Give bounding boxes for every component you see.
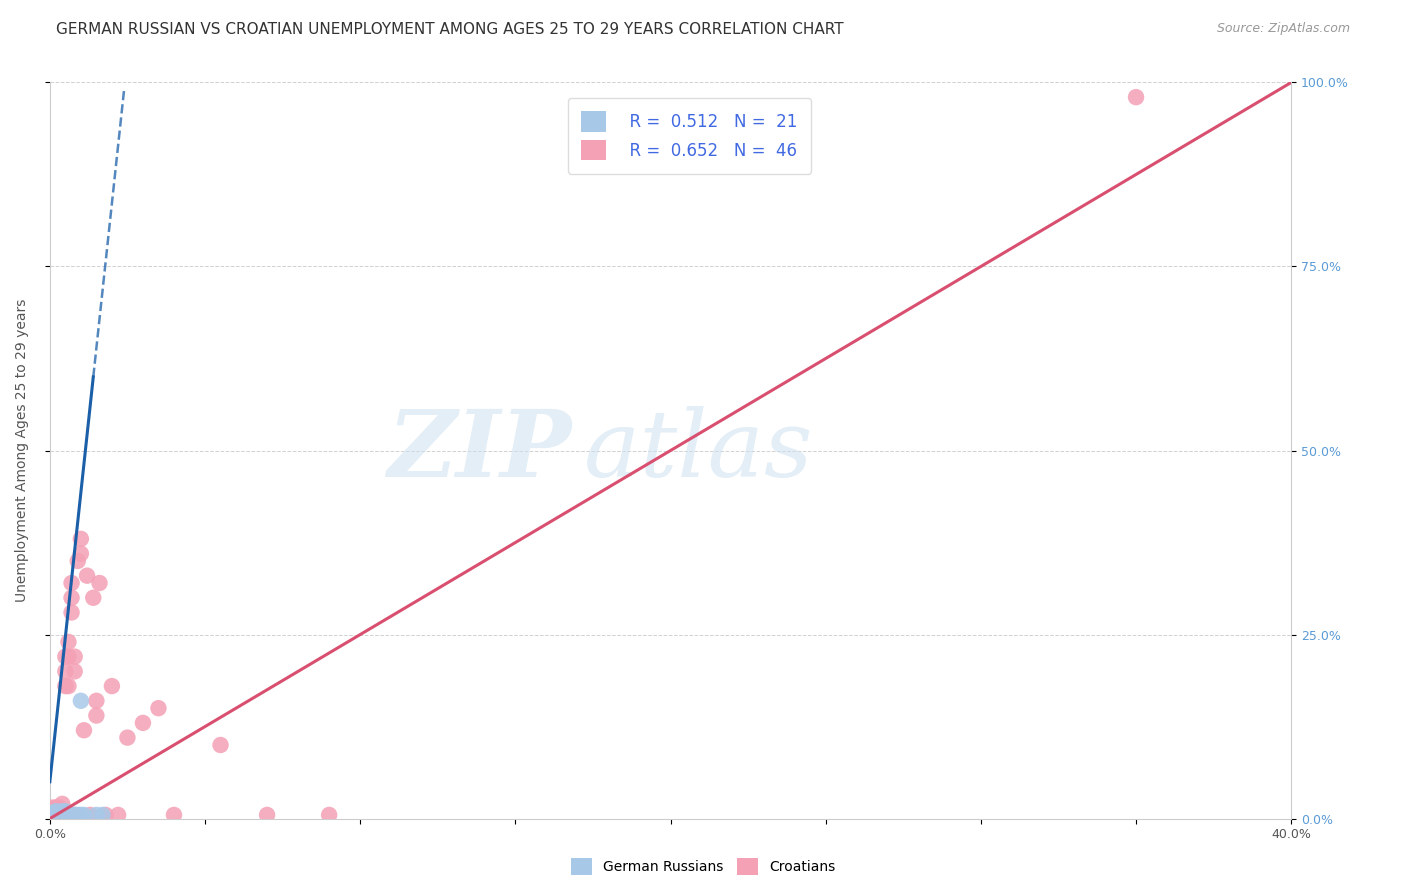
- Point: [58, 808, 80, 822]
- Point: [73, 808, 96, 822]
- Point: [42, 800, 65, 814]
- Point: [60, 576, 83, 591]
- Point: [48, 808, 70, 822]
- Point: [209, 738, 232, 752]
- Point: [53, 679, 76, 693]
- Point: [66, 808, 89, 822]
- Point: [89, 576, 111, 591]
- Point: [45, 800, 67, 814]
- Point: [1125, 90, 1147, 104]
- Point: [163, 808, 186, 822]
- Point: [117, 731, 139, 745]
- Point: [94, 808, 117, 822]
- Point: [318, 808, 340, 822]
- Point: [76, 568, 98, 582]
- Point: [53, 665, 76, 679]
- Point: [53, 808, 76, 822]
- Point: [42, 808, 65, 822]
- Y-axis label: Unemployment Among Ages 25 to 29 years: Unemployment Among Ages 25 to 29 years: [15, 299, 30, 602]
- Point: [86, 694, 108, 708]
- Text: GERMAN RUSSIAN VS CROATIAN UNEMPLOYMENT AMONG AGES 25 TO 29 YEARS CORRELATION CH: GERMAN RUSSIAN VS CROATIAN UNEMPLOYMENT …: [56, 22, 844, 37]
- Point: [148, 701, 170, 715]
- Point: [41, 808, 63, 822]
- Point: [48, 804, 70, 818]
- Point: [45, 808, 67, 822]
- Point: [86, 708, 108, 723]
- Point: [256, 808, 278, 822]
- Point: [132, 715, 155, 730]
- Point: [42, 805, 65, 820]
- Point: [60, 606, 83, 620]
- Point: [70, 547, 93, 561]
- Point: [82, 591, 104, 605]
- Point: [53, 804, 76, 818]
- Point: [66, 554, 89, 568]
- Text: ZIP: ZIP: [387, 406, 571, 496]
- Point: [79, 808, 101, 822]
- Legend:   R =  0.512   N =  21,   R =  0.652   N =  46: R = 0.512 N = 21, R = 0.652 N = 46: [568, 98, 811, 174]
- Point: [58, 808, 80, 822]
- Point: [51, 797, 73, 811]
- Point: [51, 804, 73, 818]
- Point: [48, 805, 70, 820]
- Point: [63, 808, 86, 822]
- Point: [48, 800, 70, 814]
- Point: [70, 694, 93, 708]
- Point: [45, 804, 67, 818]
- Legend: German Russians, Croatians: German Russians, Croatians: [565, 853, 841, 880]
- Point: [45, 808, 67, 822]
- Point: [51, 808, 73, 822]
- Point: [42, 804, 65, 818]
- Point: [53, 649, 76, 664]
- Point: [51, 804, 73, 818]
- Point: [58, 635, 80, 649]
- Point: [63, 649, 86, 664]
- Point: [60, 591, 83, 605]
- Point: [51, 808, 73, 822]
- Point: [107, 808, 129, 822]
- Point: [41, 808, 63, 822]
- Point: [58, 679, 80, 693]
- Point: [63, 808, 86, 822]
- Point: [73, 723, 96, 738]
- Point: [70, 532, 93, 546]
- Point: [70, 808, 93, 822]
- Point: [45, 804, 67, 818]
- Point: [101, 679, 124, 693]
- Point: [48, 808, 70, 822]
- Point: [58, 649, 80, 664]
- Text: atlas: atlas: [583, 406, 813, 496]
- Point: [60, 808, 83, 822]
- Point: [91, 808, 114, 822]
- Point: [86, 808, 108, 822]
- Text: Source: ZipAtlas.com: Source: ZipAtlas.com: [1216, 22, 1350, 36]
- Point: [63, 665, 86, 679]
- Point: [44, 808, 66, 822]
